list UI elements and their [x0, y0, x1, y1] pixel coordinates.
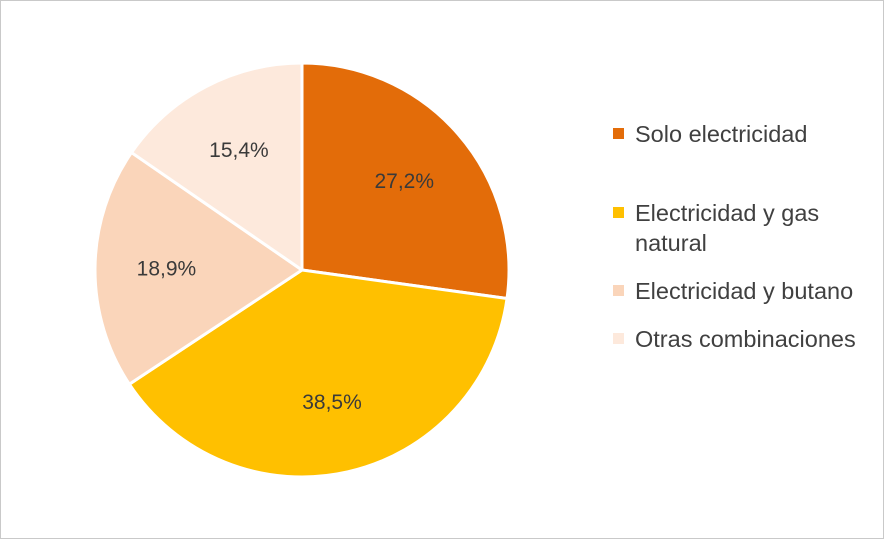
- pie-slice-electricidad-y-butano: [93, 151, 304, 386]
- legend-label: Electricidad y gas natural: [635, 200, 820, 256]
- legend-label: Electricidad y butano: [635, 278, 854, 304]
- data-label-otras-combinaciones: 15,4%: [209, 139, 269, 162]
- legend-swatch: [613, 207, 624, 218]
- legend-swatch: [613, 333, 624, 344]
- legend-label: Solo electricidad: [635, 121, 808, 147]
- data-label-electricidad-y-butano: 18,9%: [137, 258, 197, 281]
- legend-label: Otras combinaciones: [635, 326, 856, 352]
- legend-item-solo-electricidad: Solo electricidad: [613, 119, 878, 149]
- legend-swatch: [613, 128, 624, 139]
- data-label-electricidad-y-gas-natural: 38,5%: [302, 391, 362, 414]
- pie-slice-otras-combinaciones: [130, 61, 304, 272]
- legend-item-electricidad-butano: Electricidad y butano: [613, 276, 878, 306]
- legend: Solo electricidad Electricidad y gas nat…: [613, 119, 878, 354]
- pie-slice-solo-electricidad: [300, 61, 511, 301]
- legend-swatch: [613, 285, 624, 296]
- data-label-solo-electricidad: 27,2%: [374, 170, 434, 193]
- legend-item-electricidad-gas-natural: Electricidad y gas natural: [613, 198, 878, 258]
- legend-item-otras-combinaciones: Otras combinaciones: [613, 324, 878, 354]
